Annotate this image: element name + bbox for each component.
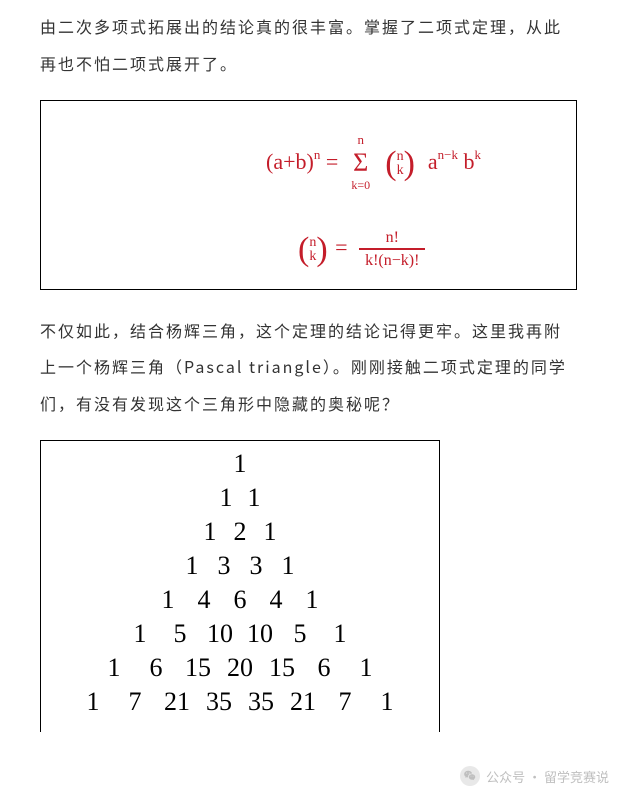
binom2-k: k: [309, 250, 316, 264]
triangle-row-4: 1331: [41, 553, 439, 579]
triangle-cell: 1: [240, 485, 268, 511]
triangle-cell: 2: [225, 519, 255, 545]
lhs-exponent: n: [314, 147, 321, 162]
triangle-cell: 15: [261, 655, 303, 681]
triangle-cell: 1: [176, 553, 208, 579]
fraction-numerator: n!: [359, 229, 425, 249]
triangle-row-2: 11: [41, 485, 439, 511]
triangle-cell: 1: [255, 519, 285, 545]
equals-sign: =: [326, 149, 344, 174]
triangle-cell: 1: [226, 451, 254, 477]
triangle-cell: 3: [240, 553, 272, 579]
triangle-cell: 1: [150, 587, 186, 613]
triangle-cell: 4: [186, 587, 222, 613]
fraction-denominator: k!(n−k)!: [359, 248, 425, 270]
equals-sign-2: =: [335, 234, 353, 259]
paragraph-2: 不仅如此，结合杨辉三角，这个定理的结论记得更牢。这里我再附上一个杨辉三角（Pas…: [40, 312, 577, 422]
binom-n: n: [397, 150, 404, 164]
triangle-cell: 4: [258, 587, 294, 613]
lhs-base: (a+b): [266, 149, 314, 174]
sigma-symbol: Σ: [353, 148, 368, 177]
triangle-cell: 21: [282, 689, 324, 715]
pascal-triangle-figure: 1 11 121 1331 14641 15101051 1615201561 …: [40, 440, 440, 732]
triangle-cell: 1: [212, 485, 240, 511]
triangle-cell: 20: [219, 655, 261, 681]
binom2-n: n: [309, 236, 316, 250]
triangle-cell: 1: [72, 689, 114, 715]
triangle-cell: 21: [156, 689, 198, 715]
sigma-upper: n: [348, 132, 374, 148]
binomial-coefficient: (nk): [385, 149, 415, 178]
binomial-coefficient-2: (nk): [298, 235, 328, 264]
formula-line-1: (a+b)n = n Σ k=0 (nk) an−k bk: [266, 149, 481, 178]
triangle-cell: 1: [366, 689, 408, 715]
fraction: n! k!(n−k)!: [359, 229, 425, 270]
triangle-row-5: 14641: [41, 587, 439, 613]
triangle-row-6: 15101051: [41, 621, 439, 647]
triangle-cell: 1: [345, 655, 387, 681]
triangle-cell: 1: [294, 587, 330, 613]
watermark-text: 公众号 · 留学竞赛说: [486, 767, 609, 786]
triangle-cell: 15: [177, 655, 219, 681]
triangle-cell: 1: [93, 655, 135, 681]
triangle-cell: 5: [160, 621, 200, 647]
triangle-cell: 6: [303, 655, 345, 681]
sigma-lower: k=0: [348, 178, 374, 193]
binom-k: k: [397, 164, 404, 178]
triangle-cell: 5: [280, 621, 320, 647]
triangle-row-3: 121: [41, 519, 439, 545]
triangle-cell: 7: [324, 689, 366, 715]
triangle-cell: 3: [208, 553, 240, 579]
triangle-cell: 7: [114, 689, 156, 715]
triangle-cell: 1: [320, 621, 360, 647]
wechat-icon: [460, 766, 480, 786]
triangle-row-8: 172135352171: [41, 689, 439, 715]
triangle-cell: 10: [200, 621, 240, 647]
triangle-cell: 6: [135, 655, 177, 681]
triangle-row-1: 1: [41, 451, 439, 477]
paragraph-1: 由二次多项式拓展出的结论真的很丰富。掌握了二项式定理，从此再也不怕二项式展开了。: [40, 8, 577, 82]
binomial-theorem-figure: (a+b)n = n Σ k=0 (nk) an−k bk (nk) = n! …: [40, 100, 577, 290]
term-a-exp: n−k: [438, 147, 458, 162]
sigma: n Σ k=0: [348, 150, 374, 177]
term-a: a: [428, 149, 438, 174]
wechat-watermark: 公众号 · 留学竞赛说: [460, 766, 609, 786]
triangle-row-7: 1615201561: [41, 655, 439, 681]
triangle-cell: 10: [240, 621, 280, 647]
triangle-cell: 1: [272, 553, 304, 579]
triangle-cell: 1: [195, 519, 225, 545]
article-body: 由二次多项式拓展出的结论真的很丰富。掌握了二项式定理，从此再也不怕二项式展开了。…: [0, 0, 617, 732]
term-b: b: [464, 149, 475, 174]
triangle-cell: 35: [240, 689, 282, 715]
triangle-cell: 35: [198, 689, 240, 715]
triangle-cell: 6: [222, 587, 258, 613]
formula-line-2: (nk) = n! k!(n−k)!: [296, 229, 425, 270]
term-b-exp: k: [475, 147, 482, 162]
triangle-cell: 1: [120, 621, 160, 647]
